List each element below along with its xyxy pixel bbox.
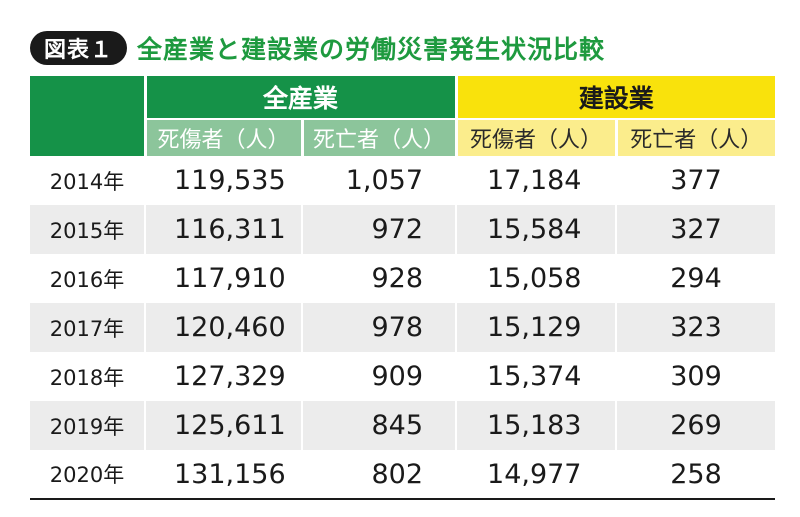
cell-con-casualties: 15,374 xyxy=(455,352,617,401)
cell-all-deaths: 802 xyxy=(300,450,457,500)
cell-con-deaths: 294 xyxy=(615,254,776,303)
row-year: 2015年 xyxy=(30,205,145,254)
cell-con-casualties: 15,129 xyxy=(455,303,617,352)
figure-header: 図表１ 全産業と建設業の労働災害発生状況比較 xyxy=(30,30,605,66)
cell-con-deaths: 327 xyxy=(615,205,776,254)
cell-all-deaths: 978 xyxy=(300,303,457,352)
table-row: 2019年 125,611 845 15,183 269 xyxy=(30,401,776,450)
table-row: 2014年 119,535 1,057 17,184 377 xyxy=(30,156,776,205)
table-row: 2017年 120,460 978 15,129 323 xyxy=(30,303,776,352)
cell-con-deaths: 269 xyxy=(615,401,776,450)
column-header-all-casualties: 死傷者（人） xyxy=(143,118,302,156)
table-row: 2016年 117,910 928 15,058 294 xyxy=(30,254,776,303)
cell-con-deaths: 377 xyxy=(615,156,776,205)
table-row: 2018年 127,329 909 15,374 309 xyxy=(30,352,776,401)
cell-con-casualties: 15,058 xyxy=(455,254,617,303)
cell-all-casualties: 117,910 xyxy=(144,254,302,303)
cell-all-casualties: 131,156 xyxy=(144,450,302,500)
row-year: 2018年 xyxy=(49,365,125,390)
table-row: 2015年 116,311 972 15,584 327 xyxy=(30,205,776,254)
group-header-construction: 建設業 xyxy=(454,76,776,119)
column-header-con-casualties: 死傷者（人） xyxy=(454,118,617,156)
cell-con-deaths: 309 xyxy=(615,352,776,401)
figure-title: 全産業と建設業の労働災害発生状況比較 xyxy=(137,35,606,64)
cell-con-casualties: 15,183 xyxy=(455,401,617,450)
group-header-all-industry: 全産業 xyxy=(143,76,457,119)
column-header-all-deaths: 死亡者（人） xyxy=(300,118,457,156)
accident-comparison-table: 全産業 建設業 死傷者（人） 死亡者（人） 死傷者（人） 死亡者（人） 2014… xyxy=(30,76,776,500)
row-year: 2020年 xyxy=(30,450,145,500)
cell-all-deaths: 1,057 xyxy=(300,156,457,205)
row-year: 2019年 xyxy=(30,401,145,450)
cell-all-casualties: 116,311 xyxy=(144,205,302,254)
cell-all-casualties: 119,535 xyxy=(144,156,302,205)
cell-con-deaths: 323 xyxy=(615,303,776,352)
cell-con-deaths: 258 xyxy=(615,450,776,500)
table-corner xyxy=(30,76,145,156)
cell-all-deaths: 845 xyxy=(300,401,457,450)
cell-con-casualties: 15,584 xyxy=(455,205,617,254)
row-year: 2014年 xyxy=(49,169,125,194)
cell-all-casualties: 127,329 xyxy=(144,352,302,401)
cell-con-casualties: 17,184 xyxy=(455,156,617,205)
cell-con-casualties: 14,977 xyxy=(455,450,617,500)
table-row: 2020年 131,156 802 14,977 258 xyxy=(30,450,776,500)
cell-all-deaths: 972 xyxy=(300,205,457,254)
cell-all-casualties: 120,460 xyxy=(144,303,302,352)
cell-all-deaths: 928 xyxy=(300,254,457,303)
column-header-con-deaths: 死亡者（人） xyxy=(614,118,776,156)
row-year: 2016年 xyxy=(49,267,125,292)
figure-badge: 図表１ xyxy=(30,31,128,65)
row-year: 2017年 xyxy=(30,303,145,352)
cell-all-deaths: 909 xyxy=(300,352,457,401)
cell-all-casualties: 125,611 xyxy=(144,401,302,450)
